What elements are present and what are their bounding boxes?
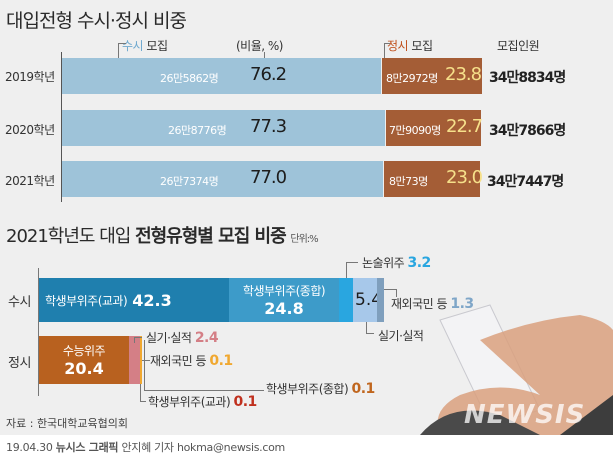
- row-year: 2020학년: [5, 123, 55, 137]
- susi-bar: [62, 110, 385, 146]
- susi-header: 수시 모집: [122, 37, 168, 54]
- susi-word: 수시: [122, 39, 144, 53]
- susi-pct: 77.0: [250, 167, 287, 188]
- hands-illustration: [420, 300, 613, 435]
- gyogwa-jungsi-label: 학생부위주(교과) 0.1: [148, 394, 257, 410]
- susi-count: 26만8776명: [168, 124, 227, 137]
- footer: 19.04.30 뉴시스 그래픽 안지혜 기자 hokma@newsis.com: [0, 435, 613, 459]
- susi-stacked-bar: 학생부위주(교과) 42.3 학생부위주(종합) 24.8: [39, 278, 361, 322]
- jungsi-pct: 23.8: [445, 64, 482, 85]
- ratio-note: (비율, %): [236, 39, 283, 53]
- row-year: 2019학년: [5, 70, 55, 84]
- susi-count: 26만7374명: [160, 175, 219, 188]
- silgi-label: 실기·실적: [378, 329, 424, 343]
- jungsi-word: 정시: [387, 39, 409, 53]
- nonsul-label: 논술위주 3.2: [362, 255, 431, 271]
- susi-bar: [62, 161, 383, 197]
- row-total: 34만8834명: [489, 70, 566, 86]
- susi-bar: [62, 58, 381, 94]
- jungsi-pct: 23.0: [446, 167, 483, 188]
- unit-label: 단위:%: [290, 234, 318, 245]
- jonghap-jungsi-label: 학생부위주(종합) 0.1: [266, 381, 375, 397]
- jungsi-bar: [386, 110, 481, 146]
- total-header: 모집인원: [497, 39, 540, 53]
- jungsi-bar: [384, 161, 480, 197]
- segment-silgi: [353, 278, 377, 322]
- jungsi-pct: 22.7: [446, 116, 483, 137]
- jungsi-count: 8만2972명: [386, 72, 438, 85]
- row-total: 34만7866명: [489, 123, 566, 139]
- segment-nonsul: [339, 278, 353, 322]
- susi-pct: 76.2: [250, 64, 287, 85]
- recruit-word: 모집: [411, 39, 433, 53]
- source-note: 자료 : 한국대학교육협의회: [6, 417, 129, 430]
- jungsi-bar: [382, 58, 482, 94]
- jungsi-count: 7만9090명: [389, 124, 441, 137]
- segment-jaeoe-jungsi: [140, 336, 142, 384]
- chart-title: 대입전형 수시·정시 비중: [6, 10, 187, 32]
- segment-jonghap: 학생부위주(종합) 24.8: [229, 278, 339, 322]
- recruit-word: 모집: [146, 39, 168, 53]
- jaeoe-jungsi-label: 재외국민 등 0.1: [150, 353, 233, 369]
- jungsi-header: 정시 모집: [387, 37, 433, 54]
- segment-jaeoe: [377, 278, 384, 322]
- susi-row-label: 수시: [8, 295, 31, 310]
- segment-suneung: 수능위주 20.4: [39, 336, 129, 384]
- jungsi-count: 8만73명: [389, 175, 428, 188]
- silgi-jungsi-label: 실기·실적 2.4: [146, 330, 219, 346]
- segment-gyogwa: 학생부위주(교과) 42.3: [39, 278, 229, 322]
- row-year: 2021학년: [5, 174, 55, 188]
- row-total: 34만7447명: [487, 174, 564, 190]
- susi-pct: 77.3: [250, 116, 287, 137]
- jaeoe-label: 재외국민 등 1.3: [391, 296, 474, 312]
- susi-count: 26만5862명: [160, 72, 219, 85]
- section2-title: 2021학년도 대입 전형유형별 모집 비중 단위:%: [6, 226, 319, 247]
- jungsi-row-label: 정시: [8, 356, 31, 371]
- newsis-watermark: NEWSIS: [464, 400, 586, 430]
- silgi-value: 5.4: [355, 290, 383, 310]
- segment-silgi-jungsi: [129, 336, 140, 384]
